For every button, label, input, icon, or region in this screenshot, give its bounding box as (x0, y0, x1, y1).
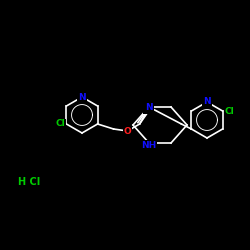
Text: N: N (145, 102, 153, 112)
Text: N: N (203, 98, 211, 106)
Text: Cl: Cl (225, 106, 234, 116)
Text: O: O (144, 104, 152, 114)
Text: NH: NH (142, 140, 156, 149)
Text: O: O (124, 126, 132, 136)
Text: H Cl: H Cl (18, 177, 40, 187)
Text: Cl: Cl (56, 120, 65, 128)
Text: N: N (78, 92, 86, 102)
